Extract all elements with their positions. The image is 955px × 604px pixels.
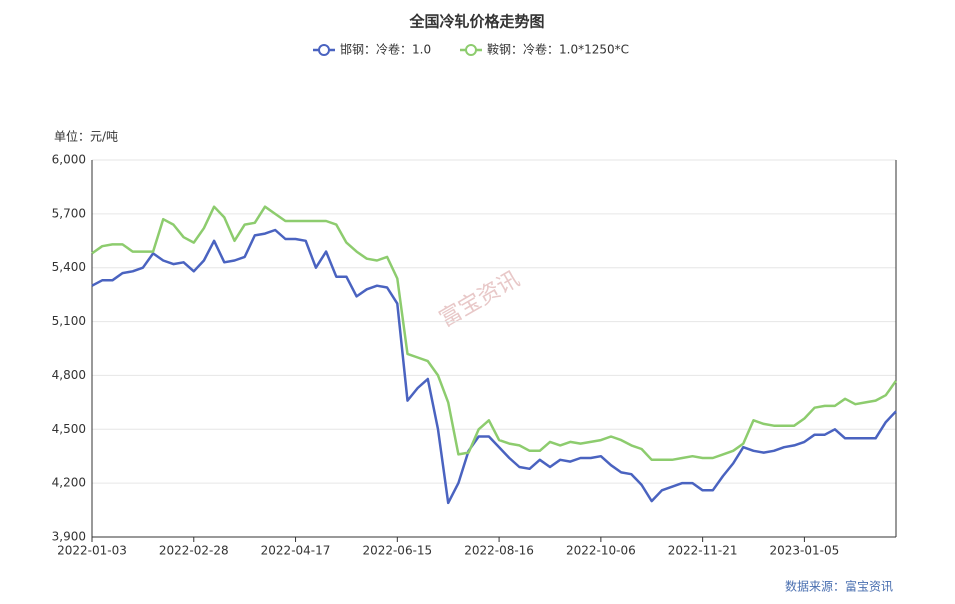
legend-marker (465, 44, 477, 56)
y-tick-label: 6,000 (52, 153, 86, 167)
legend-label: 鞍钢：冷卷：1.0*1250*C (487, 42, 629, 57)
y-tick-label: 4,800 (52, 368, 86, 382)
legend-marker (318, 44, 330, 56)
x-tick-label: 2022-08-16 (464, 544, 534, 558)
y-tick-label: 4,200 (52, 476, 86, 490)
unit-label: 单位：元/吨 (54, 129, 118, 144)
y-tick-label: 5,100 (52, 314, 86, 328)
y-tick-label: 3,900 (52, 530, 86, 544)
x-tick-label: 2022-10-06 (566, 544, 636, 558)
series-line (91, 228, 897, 505)
y-tick-label: 5,400 (52, 260, 86, 274)
y-tick-label: 5,700 (52, 206, 86, 220)
x-tick-label: 2022-11-21 (668, 544, 738, 558)
legend-label: 邯钢：冷卷：1.0 (340, 42, 431, 57)
watermark: 富宝资讯 (435, 267, 524, 333)
x-tick-label: 2022-02-28 (159, 544, 229, 558)
x-tick-label: 2023-01-05 (770, 544, 840, 558)
y-tick-label: 4,500 (52, 422, 86, 436)
x-tick-label: 2022-01-03 (57, 544, 127, 558)
x-tick-label: 2022-04-17 (261, 544, 331, 558)
source: 数据来源：富宝资讯 (785, 579, 893, 594)
chart-title: 全国冷轧价格走势图 (408, 13, 544, 31)
x-tick-label: 2022-06-15 (362, 544, 432, 558)
series-line (91, 205, 898, 462)
